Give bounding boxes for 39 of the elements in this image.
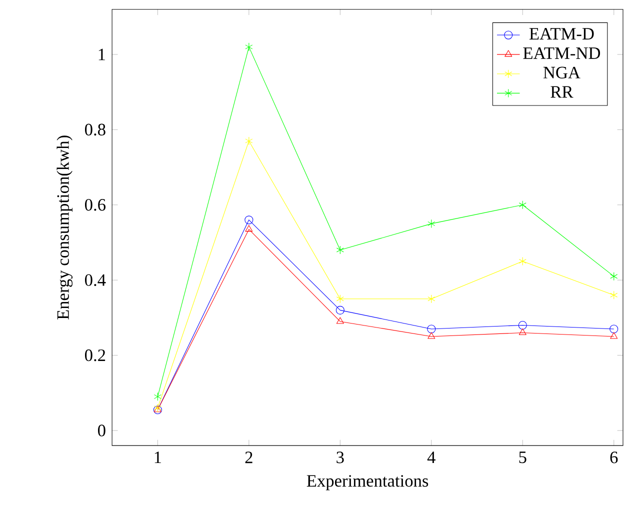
legend-label: RR — [550, 86, 574, 98]
y-tick-label: 0 — [98, 424, 106, 436]
x-tick-label: 6 — [610, 451, 618, 464]
point — [518, 320, 527, 330]
point — [610, 272, 618, 280]
point — [336, 306, 344, 314]
x-tick-label: 1 — [154, 451, 161, 463]
point — [336, 317, 344, 324]
point — [428, 332, 436, 339]
x-axis-title: Experimentations — [306, 474, 428, 490]
point — [427, 324, 436, 334]
y-tick-label: 1 — [98, 48, 105, 60]
legend-label: EATM-ND — [523, 47, 600, 59]
y-axis-title: Energy consumption(kwh) — [56, 136, 73, 320]
point — [336, 246, 344, 254]
point — [428, 294, 436, 304]
y-tick-label: 0.6 — [85, 198, 106, 211]
point — [518, 200, 526, 210]
y-tick-label: 0.8 — [85, 124, 106, 136]
y-tick-label: 0.4 — [85, 274, 106, 286]
x-tick-label: 5 — [519, 451, 526, 464]
point — [518, 256, 526, 266]
point — [518, 328, 526, 335]
point — [245, 42, 253, 52]
point — [610, 332, 618, 339]
point — [244, 216, 254, 224]
point — [245, 136, 253, 146]
point — [428, 219, 436, 228]
point — [610, 290, 618, 300]
legend-label: EATM-D — [529, 28, 594, 40]
legend-label: NGA — [543, 66, 580, 78]
point — [245, 224, 253, 232]
point — [610, 324, 618, 334]
point — [154, 392, 162, 401]
x-tick-label: 2 — [245, 451, 252, 463]
x-tick-label: 3 — [336, 451, 344, 464]
y-tick-label: 0.2 — [85, 349, 106, 362]
x-tick-label: 4 — [427, 451, 436, 463]
point — [336, 294, 344, 304]
